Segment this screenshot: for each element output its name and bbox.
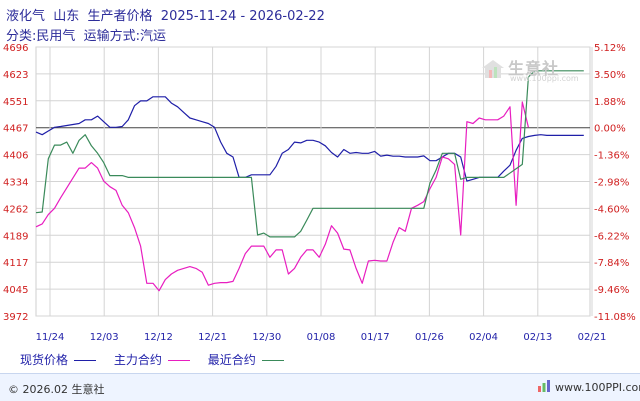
y2-tick-label: -2.98% [594,178,629,189]
y2-tick-label: -6.22% [594,231,629,242]
y2-tick-label: 3.50% [594,70,626,81]
footer-bar: © 2026.02 生意社 www.100PPI.com [0,373,640,401]
x-tick-label: 02/21 [578,332,607,343]
x-tick-label: 02/04 [469,332,498,343]
legend-line-main [167,360,190,361]
y-tick-label: 3972 [3,312,28,323]
y2-tick-label: -7.84% [594,258,629,269]
legend-item-spot: 现货价格 [20,351,110,368]
watermark-logo-icon [482,60,504,78]
x-tick-label: 12/30 [252,332,281,343]
watermark-text: 生意社 [508,59,560,78]
legend-item-main: 主力合约 [114,351,204,368]
chart-title: 液化气 山东 生产者价格 2025-11-24 - 2026-02-22 [6,9,325,24]
x-tick-label: 12/21 [198,332,227,343]
y-tick-label: 4551 [3,97,28,108]
x-tick-label: 01/26 [415,332,444,343]
x-tick-label: 02/13 [523,332,552,343]
legend-item-nearest: 最近合约 [208,351,298,368]
y2-tick-label: -1.36% [594,151,629,162]
y-tick-label: 4334 [3,178,28,189]
y2-tick-label: -4.60% [594,204,629,215]
y-tick-label: 4467 [3,124,28,135]
site-url: www.100PPI.com [555,381,640,394]
series-line-0 [35,96,584,182]
series-line-1 [35,101,529,292]
x-tick-label: 12/12 [144,332,173,343]
legend-line-nearest [261,360,284,361]
chart-legend: 现货价格 主力合约 最近合约 [20,351,298,368]
x-tick-label: 01/08 [307,332,336,343]
legend-line-spot [74,360,97,361]
y-tick-label: 4623 [3,70,28,81]
y2-tick-label: 5.12% [594,43,626,54]
series-line-2 [35,70,584,238]
x-tick-label: 11/24 [36,332,65,343]
copyright-text: © 2026.02 生意社 [8,383,105,396]
watermark-url: www.100ppi.com [510,74,579,83]
y-tick-label: 4045 [3,285,28,296]
site-logo-icon [538,380,550,392]
y-tick-label: 4189 [3,231,28,242]
y2-tick-label: -9.46% [594,285,629,296]
x-tick-label: 12/03 [90,332,119,343]
axis-labels: 3972 4045 4117 4189 4262 4334 4406 4467 4551 4623… [3,43,636,343]
y-tick-label: 4262 [3,204,28,215]
y2-tick-label: 0.00% [594,124,626,135]
y2-tick-label: 1.88% [594,97,626,108]
y-tick-label: 4406 [3,151,28,162]
series [35,70,584,292]
y2-tick-label: -11.08% [594,312,636,323]
chart-subtitle: 分类:民用气 运输方式:汽运 [6,29,167,44]
y-tick-label: 4696 [3,43,28,54]
x-tick-label: 01/17 [361,332,390,343]
y-tick-label: 4117 [3,258,28,269]
grid [35,46,593,317]
